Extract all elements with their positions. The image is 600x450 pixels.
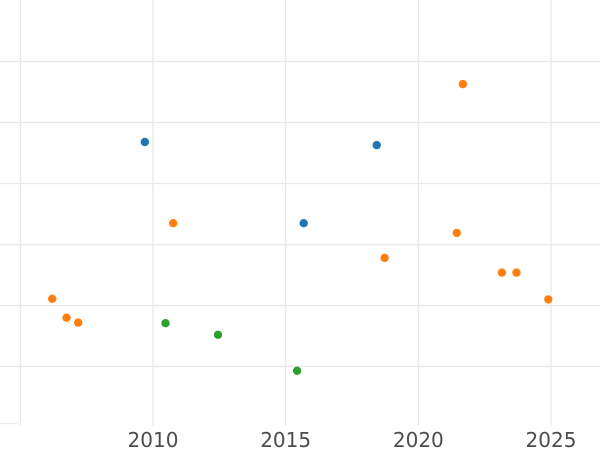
data-point-series-green — [292, 366, 302, 375]
data-point-series-orange — [497, 268, 507, 277]
data-point-series-blue — [140, 137, 149, 147]
data-point-series-green — [213, 330, 223, 339]
data-point-series-orange — [458, 79, 468, 89]
grid-layer — [0, 0, 600, 426]
data-point-series-orange — [74, 318, 83, 327]
data-point-layer — [48, 79, 553, 375]
data-point-series-orange — [380, 253, 389, 263]
data-point-series-orange — [48, 294, 57, 303]
data-point-series-orange — [169, 219, 178, 228]
data-point-series-orange — [512, 268, 521, 277]
x-axis-tick-labels: 2010 2015 2020 2025 — [128, 428, 577, 450]
x-tick-label: 2025 — [526, 428, 577, 450]
data-point-series-orange — [544, 295, 553, 304]
data-point-series-blue — [299, 219, 308, 228]
data-point-series-orange — [452, 228, 461, 238]
x-tick-label: 2010 — [128, 428, 179, 450]
data-point-series-green — [161, 319, 170, 328]
x-tick-label: 2020 — [393, 428, 444, 450]
data-point-series-blue — [372, 140, 381, 150]
x-tick-label: 2015 — [260, 428, 311, 450]
data-point-series-orange — [62, 313, 71, 322]
